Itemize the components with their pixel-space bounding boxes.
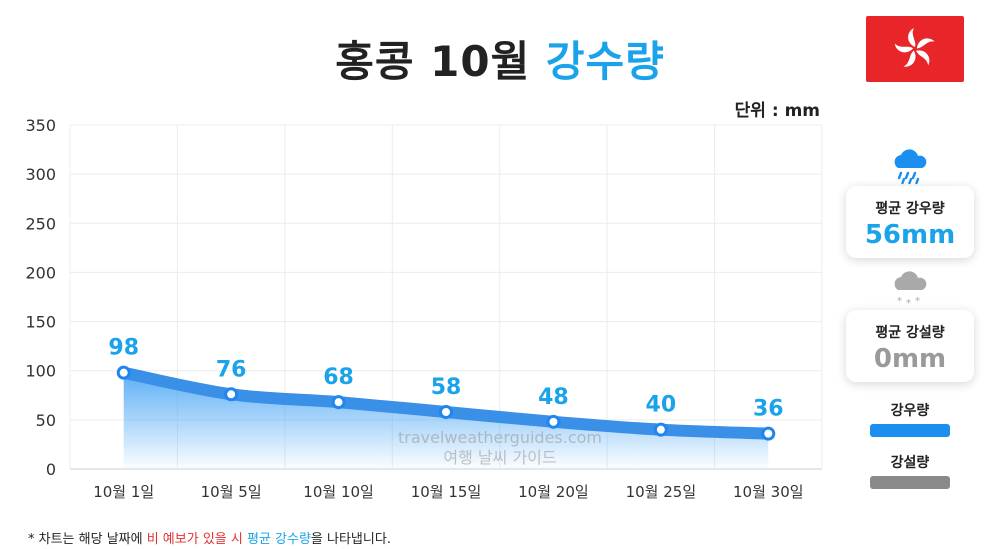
data-label: 40 [646,393,677,418]
footnote-red: 비 예보가 있을 시 [146,532,243,547]
avg-rainfall-card: 평균 강우량 56mm [846,186,974,258]
hong-kong-flag-icon [866,16,964,82]
legend-snow-label: 강설량 [890,455,930,471]
series-area [123,372,769,469]
legend-snow-swatch [870,476,950,489]
rain-cloud-icon [888,146,932,186]
x-tick-label: 10월 20일 [518,483,589,501]
data-label: 36 [753,397,784,422]
title-accent: 강수량 [545,37,665,86]
page-title: 홍콩 10월 강수량 [0,28,1000,89]
data-point [224,387,239,402]
x-tick-label: 10월 25일 [626,483,697,501]
data-label: 98 [108,336,139,361]
watermark-korean: 여행 날씨 가이드 [443,448,557,467]
y-tick-label: 100 [25,362,56,381]
data-point [546,414,561,429]
footnote: * 차트는 해당 날짜에 비 예보가 있을 시 평균 강수량을 나타냅니다. [28,528,391,547]
svg-text:*: * [906,298,911,308]
snow-cloud-icon: * * * [888,268,932,309]
y-tick-label: 0 [46,460,56,479]
data-label: 76 [216,357,247,382]
x-tick-label: 10월 1일 [93,483,154,501]
footnote-blue: 평균 강수량 [246,532,311,547]
watermark: travelweatherguides.com 여행 날씨 가이드 [330,428,670,468]
y-tick-label: 150 [25,313,56,332]
watermark-url: travelweatherguides.com [397,428,603,447]
y-tick-label: 50 [36,411,56,430]
x-tick-label: 10월 5일 [201,483,262,501]
data-point [331,395,346,410]
avg-snowfall-label: 평균 강설량 [875,325,945,341]
data-label: 68 [323,365,354,390]
y-tick-label: 250 [25,214,56,233]
unit-label: 단위 : mm [734,101,820,121]
data-label: 48 [538,385,569,410]
svg-text:*: * [915,296,920,307]
avg-rainfall-label: 평균 강우량 [875,201,945,217]
title-main: 홍콩 10월 [335,37,531,86]
y-tick-label: 300 [25,165,56,184]
data-point [439,404,453,419]
legend-rain-label: 강우량 [890,403,930,419]
avg-snowfall-value: 0mm [873,344,947,374]
avg-snowfall-card: 평균 강설량 0mm [846,310,974,382]
legend-rain-swatch [870,424,950,437]
data-point [761,426,776,441]
y-tick-label: 200 [25,263,56,282]
data-label: 58 [431,375,462,400]
y-tick-label: 350 [25,116,56,135]
x-tick-label: 10월 30일 [733,483,804,501]
x-tick-label: 10월 15일 [411,483,482,501]
footnote-prefix: * 차트는 해당 날짜에 [28,532,147,547]
data-point [116,365,131,380]
svg-text:*: * [897,296,902,307]
avg-rainfall-value: 56mm [864,220,956,250]
x-tick-label: 10월 10일 [303,483,374,501]
footnote-suffix: 을 나타냅니다. [310,532,391,547]
data-point [653,422,668,437]
